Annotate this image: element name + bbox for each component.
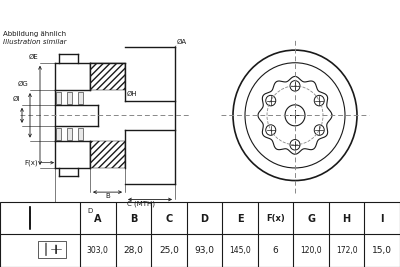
Bar [78, 128, 83, 140]
Text: C: C [165, 214, 172, 223]
Text: 28,0: 28,0 [123, 246, 143, 255]
Text: A: A [94, 214, 102, 223]
Polygon shape [90, 63, 125, 90]
Bar [67, 128, 72, 140]
Text: 15,0: 15,0 [372, 246, 392, 255]
Bar [67, 92, 72, 104]
Text: 428202: 428202 [301, 7, 359, 21]
Text: E: E [237, 214, 243, 223]
Text: 145,0: 145,0 [229, 246, 251, 255]
Text: ØH: ØH [127, 91, 138, 96]
Text: D: D [200, 214, 208, 223]
Text: B: B [105, 193, 110, 199]
Text: ØG: ØG [17, 81, 28, 87]
Text: Abbildung ähnlich: Abbildung ähnlich [3, 31, 66, 37]
Text: B: B [130, 214, 137, 223]
Bar [78, 92, 83, 104]
Text: G: G [307, 214, 315, 223]
Text: D: D [87, 208, 93, 214]
Text: 172,0: 172,0 [336, 246, 358, 255]
Text: 303,0: 303,0 [87, 246, 109, 255]
Text: F(x): F(x) [24, 159, 38, 166]
Text: 24.0128-0202.1: 24.0128-0202.1 [114, 7, 236, 21]
Text: H: H [343, 214, 351, 223]
Text: F(x): F(x) [266, 214, 285, 223]
Text: Illustration similar: Illustration similar [3, 38, 66, 45]
Text: ØE: ØE [28, 54, 38, 60]
Text: 6: 6 [273, 246, 278, 255]
Bar [56, 92, 61, 104]
Text: C (MTH): C (MTH) [127, 201, 155, 207]
Text: 93,0: 93,0 [194, 246, 214, 255]
Polygon shape [90, 141, 125, 168]
Text: ØI: ØI [13, 96, 20, 102]
Text: 120,0: 120,0 [300, 246, 322, 255]
Text: ØA: ØA [177, 39, 187, 45]
Bar [38, 241, 66, 258]
Text: 25,0: 25,0 [159, 246, 179, 255]
Bar [56, 128, 61, 140]
Text: I: I [380, 214, 384, 223]
